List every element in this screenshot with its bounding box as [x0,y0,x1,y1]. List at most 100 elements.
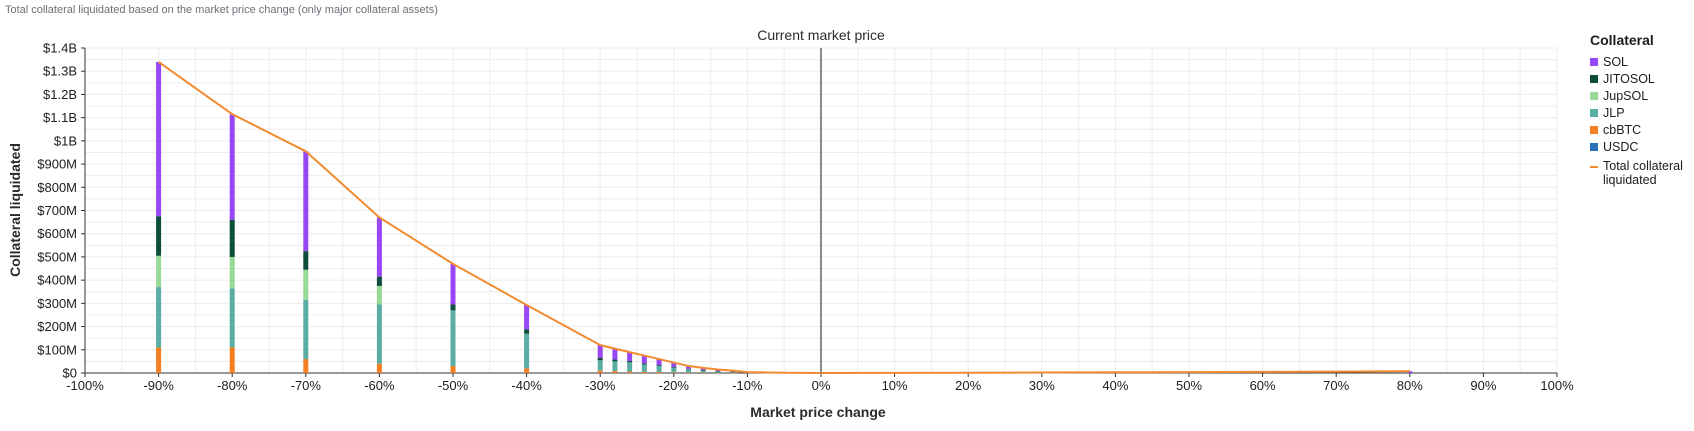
total-collateral-line [158,61,1410,374]
legend-label: USDC [1603,139,1639,154]
legend-item-jupsol[interactable]: JupSOL [1590,87,1692,104]
x-tick-label: 50% [1176,378,1202,393]
legend-swatch [1590,125,1598,134]
x-tick-label: -40% [511,378,542,393]
legend: Collateral SOL JITOSOL JupSOL JLP cbBTC USDC … [1590,32,1692,187]
x-axis-title: Market price change [750,404,886,420]
legend-item-usdc[interactable]: USDC [1590,138,1692,155]
y-tick-label: $1.4B [43,41,77,56]
y-tick-label: $400M [37,273,77,288]
bar-segment-sol [376,217,382,277]
bar-segment-jitosol [303,251,309,270]
bar-segment-jlp [641,364,647,372]
x-tick-label: 10% [882,378,908,393]
bar-segment-jupsol [303,269,309,300]
x-tick-label: 70% [1323,378,1349,393]
bar-segment-cbbtc [597,370,603,373]
bar-segment-jitosol [641,363,647,365]
legend-item-total[interactable]: Total collateral liquidated [1590,159,1692,187]
bar-segment-jitosol [524,329,530,334]
total-line-layer [158,61,1410,374]
bar-segment-sol [627,352,633,361]
bar-segment-cbbtc [686,372,692,374]
legend-item-jitosol[interactable]: JITOSOL [1590,70,1692,87]
x-tick-label: -80% [217,378,248,393]
bar-segment-cbbtc [229,347,235,373]
stacked-bars [156,61,1413,374]
bar-segment-jitosol [715,371,721,372]
y-tick-label: $600M [37,226,77,241]
bar-segment-jitosol [156,216,162,256]
x-tick-label: -10% [732,378,763,393]
bar-segment-cbbtc [612,371,618,373]
legend-items: SOL JITOSOL JupSOL JLP cbBTC USDC [1590,53,1692,155]
legend-label: JLP [1603,105,1625,120]
x-tick-label: 0% [812,378,831,393]
bar-segment-jlp [612,361,618,372]
x-tick-label: 80% [1397,378,1423,393]
legend-item-jlp[interactable]: JLP [1590,104,1692,121]
legend-label-total: Total collateral liquidated [1603,159,1683,187]
bar-segment-sol [656,359,662,366]
bar-segment-cbbtc [715,372,721,374]
bar-segment-cbbtc [450,366,456,373]
legend-label: SOL [1603,54,1629,69]
y-tick-label: $800M [37,180,77,195]
x-tick-label: -100% [66,378,104,393]
bar-segment-cbbtc [303,359,309,373]
current-price-label: Current market price [757,27,885,43]
bar-segment-jlp [730,371,736,373]
bar-segment-jupsol [156,255,162,288]
bar-segment-jitosol [229,219,235,257]
bar-segment-sol [524,304,530,330]
bar-segment-sol [597,345,603,358]
bar-segment-jlp [700,370,706,373]
bar-segment-jitosol [597,357,603,361]
bar-segment-jitosol [376,276,382,286]
bar-segment-sol [156,61,162,217]
legend-label: JupSOL [1603,88,1649,103]
bar-segment-cbbtc [656,372,662,373]
bar-segment-jlp [156,287,162,348]
bar-segment-jupsol [229,256,235,289]
annotation-layer: Current market price [757,27,885,373]
legend-item-sol[interactable]: SOL [1590,53,1692,70]
y-tick-label: $200M [37,319,77,334]
x-tick-label: 40% [1102,378,1128,393]
legend-swatch [1590,57,1598,66]
bar-segment-jupsol [376,285,382,305]
x-tick-label: -20% [659,378,690,393]
bar-segment-jitosol [656,365,662,367]
legend-label: cbBTC [1603,122,1642,137]
bar-segment-jitosol [730,371,736,373]
bar-segment-cbbtc [700,372,706,374]
x-tick-label: 20% [955,378,981,393]
chart-title: Total collateral liquidated based on the… [5,4,438,16]
legend-swatch [1590,142,1598,151]
x-tick-label: 100% [1540,378,1574,393]
bar-segment-jlp [450,310,456,367]
legend-swatch [1590,91,1598,100]
bar-segment-jlp [627,362,633,372]
y-axis-title: Collateral liquidated [7,143,23,277]
bar-segment-jlp [524,333,530,369]
legend-swatch [1590,74,1598,83]
bar-segment-jlp [656,366,662,373]
bar-segment-cbbtc [376,363,382,373]
y-tick-label: $700M [37,203,77,218]
y-tick-label: $300M [37,296,77,311]
bar-segment-jlp [671,367,677,373]
bar-segment-jitosol [627,360,633,363]
x-tick-label: 30% [1029,378,1055,393]
bar-segment-jlp [686,369,692,373]
legend-item-cbbtc[interactable]: cbBTC [1590,121,1692,138]
y-tick-label: $900M [37,157,77,172]
bar-segment-sol [450,263,456,305]
y-tick-label: $1.2B [43,87,77,102]
bar-segment-sol [641,355,647,364]
x-tick-label: 60% [1250,378,1276,393]
legend-title: Collateral [1590,32,1654,48]
bar-segment-cbbtc [627,371,633,373]
bar-segment-jlp [597,360,603,371]
